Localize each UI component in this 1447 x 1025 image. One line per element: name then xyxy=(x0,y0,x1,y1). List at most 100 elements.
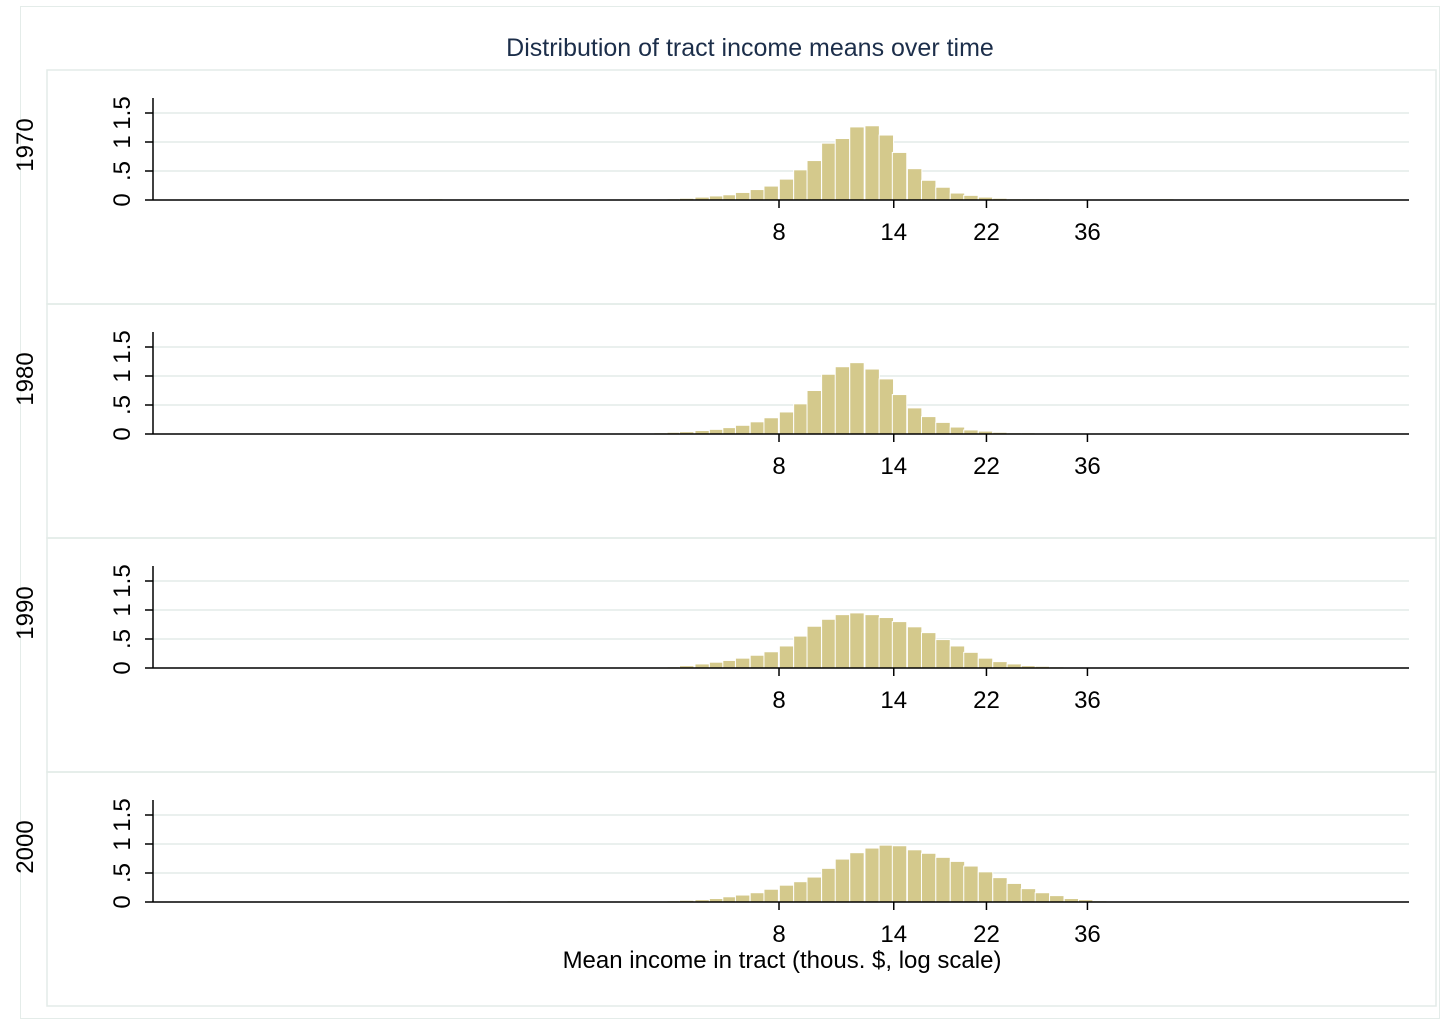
histogram-bar xyxy=(891,845,908,903)
chart-frame xyxy=(20,6,1440,1019)
histogram-bar xyxy=(864,368,880,435)
histogram-bar xyxy=(977,657,994,669)
histogram-bar xyxy=(834,138,851,201)
histogram-bar xyxy=(793,169,809,201)
histogram-bar xyxy=(763,185,779,201)
histogram-bar xyxy=(849,612,865,669)
histogram-bar xyxy=(864,614,880,669)
y-tick-label: .5 xyxy=(109,161,136,181)
x-tick-label: 14 xyxy=(880,687,907,714)
histogram-bar xyxy=(1006,882,1023,903)
y-tick-label: 1 xyxy=(109,603,136,616)
histogram-bar xyxy=(849,362,865,435)
histogram-bar xyxy=(793,635,809,669)
histogram-bar xyxy=(763,651,779,669)
y-tick-label: 0 xyxy=(109,193,136,206)
x-tick-label: 22 xyxy=(973,921,1000,948)
x-tick-label: 14 xyxy=(880,219,907,246)
histogram-bar xyxy=(864,125,880,201)
panel-label: 1970 xyxy=(12,118,39,171)
histogram-bar xyxy=(763,888,779,903)
histogram-bar xyxy=(949,860,966,903)
histogram-bar xyxy=(920,852,937,903)
panel-box xyxy=(46,303,1437,539)
histogram-bar xyxy=(878,134,895,201)
histogram-bar xyxy=(906,849,923,903)
histogram-bar xyxy=(891,621,908,669)
histogram-bar xyxy=(849,852,865,903)
y-tick-label: .5 xyxy=(109,395,136,415)
histogram-bar xyxy=(864,847,880,903)
y-tick-label: 1 xyxy=(109,837,136,850)
x-tick-label: 36 xyxy=(1074,453,1101,480)
histogram-bar xyxy=(849,126,865,201)
histogram-bar xyxy=(920,179,937,201)
histogram-bar xyxy=(935,421,951,435)
histogram-bar xyxy=(963,865,979,903)
histogram-bar xyxy=(906,168,923,201)
x-tick-label: 22 xyxy=(973,453,1000,480)
histogram-bar xyxy=(821,142,837,201)
y-tick-label: 0 xyxy=(109,895,136,908)
y-tick-label: 1.5 xyxy=(109,330,136,363)
y-tick-label: 0 xyxy=(109,661,136,674)
y-tick-label: .5 xyxy=(109,863,136,883)
histogram-bar xyxy=(906,407,923,435)
x-tick-label: 36 xyxy=(1074,219,1101,246)
x-axis-title: Mean income in tract (thous. $, log scal… xyxy=(563,947,1002,974)
histogram-bar xyxy=(992,877,1008,903)
histogram-bar xyxy=(834,614,851,669)
panel-label: 1980 xyxy=(12,352,39,405)
histogram-bar xyxy=(734,894,751,903)
histogram-bar xyxy=(821,373,837,435)
histogram-bar xyxy=(821,618,837,669)
histogram-bar xyxy=(1049,895,1065,903)
histogram-bar xyxy=(793,881,809,903)
histogram-bar xyxy=(793,403,809,435)
histogram-bar xyxy=(778,645,795,669)
x-tick-label: 22 xyxy=(973,219,1000,246)
y-tick-label: 1 xyxy=(109,135,136,148)
histogram-bar xyxy=(749,654,766,669)
histogram-bar xyxy=(806,160,822,201)
histogram-bar xyxy=(977,871,994,903)
y-tick-label: 1.5 xyxy=(109,96,136,129)
x-tick-label: 14 xyxy=(880,453,907,480)
x-tick-label: 22 xyxy=(973,687,1000,714)
histogram-bar xyxy=(749,189,766,201)
histogram-bar xyxy=(778,178,795,201)
chart-title: Distribution of tract income means over … xyxy=(506,34,994,62)
histogram-bar xyxy=(778,884,795,903)
y-tick-label: 1.5 xyxy=(109,564,136,597)
histogram-bar xyxy=(806,876,822,903)
x-tick-label: 14 xyxy=(880,921,907,948)
histogram-bar xyxy=(935,186,951,201)
histogram-bar xyxy=(891,151,908,201)
histogram-bar xyxy=(935,856,951,903)
histogram-bar xyxy=(806,390,822,435)
histogram-bar xyxy=(821,867,837,903)
x-tick-label: 8 xyxy=(772,687,785,714)
panel-box xyxy=(46,69,1437,305)
histogram-bar xyxy=(1020,888,1037,903)
x-tick-label: 36 xyxy=(1074,921,1101,948)
panel-box xyxy=(46,771,1437,1007)
panel-label: 1990 xyxy=(12,586,39,639)
panel-label: 2000 xyxy=(12,820,39,873)
histogram-bar xyxy=(734,424,751,435)
y-tick-label: 1 xyxy=(109,369,136,382)
histogram-bar xyxy=(878,378,895,435)
histogram-bar xyxy=(878,617,895,669)
x-tick-label: 8 xyxy=(772,921,785,948)
histogram-bar xyxy=(935,639,951,669)
histogram-bar xyxy=(878,844,895,903)
histogram-bar xyxy=(906,626,923,669)
histogram-bar xyxy=(1034,892,1051,903)
x-tick-label: 8 xyxy=(772,453,785,480)
x-tick-label: 8 xyxy=(772,219,785,246)
histogram-bar xyxy=(749,892,766,903)
x-tick-label: 36 xyxy=(1074,687,1101,714)
histogram-bar xyxy=(920,416,937,435)
histogram-bar xyxy=(949,645,966,669)
panel-box xyxy=(46,537,1437,773)
